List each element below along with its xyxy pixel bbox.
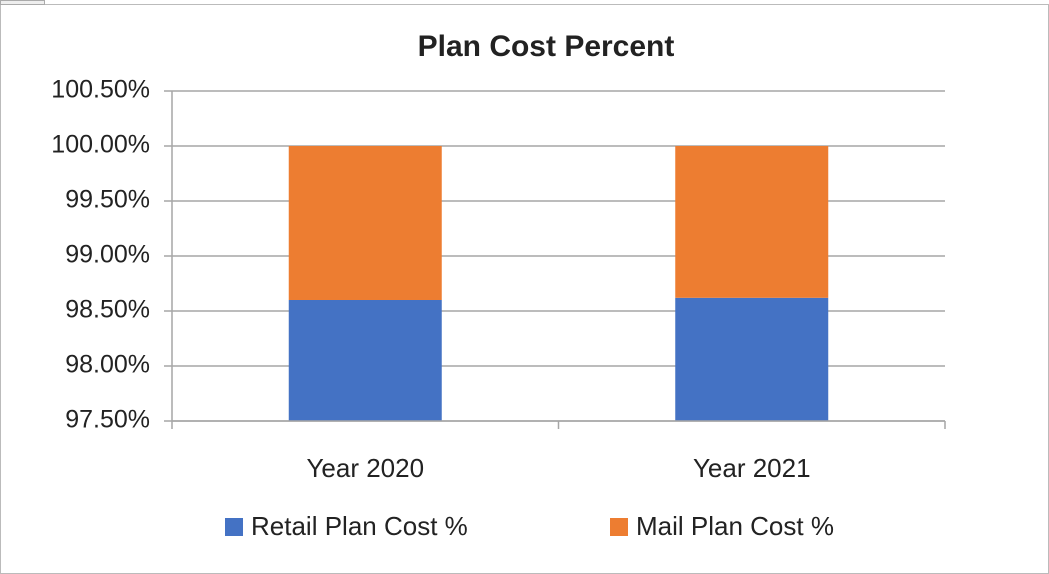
chart-title: Plan Cost Percent [418, 30, 675, 63]
y-tick-label: 97.50% [65, 406, 150, 434]
bar-segment [675, 146, 829, 298]
y-tick-label: 99.00% [65, 241, 150, 269]
legend-label: Mail Plan Cost % [636, 511, 834, 541]
bar-segment [288, 300, 442, 421]
legend-swatch [610, 518, 628, 536]
y-tick-label: 98.50% [65, 296, 150, 324]
chart-frame [0, 4, 1049, 574]
y-tick-label: 100.00% [51, 131, 150, 159]
y-tick-label: 99.50% [65, 186, 150, 214]
x-tick-label: Year 2021 [693, 453, 811, 483]
bar-segment [675, 297, 829, 421]
y-tick-label: 100.50% [51, 76, 150, 104]
x-tick-label: Year 2020 [306, 453, 424, 483]
frame-tab [0, 0, 45, 5]
legend-swatch [225, 518, 243, 536]
y-tick-label: 98.00% [65, 351, 150, 379]
legend-label: Retail Plan Cost % [251, 511, 468, 541]
bar-segment [288, 146, 442, 300]
